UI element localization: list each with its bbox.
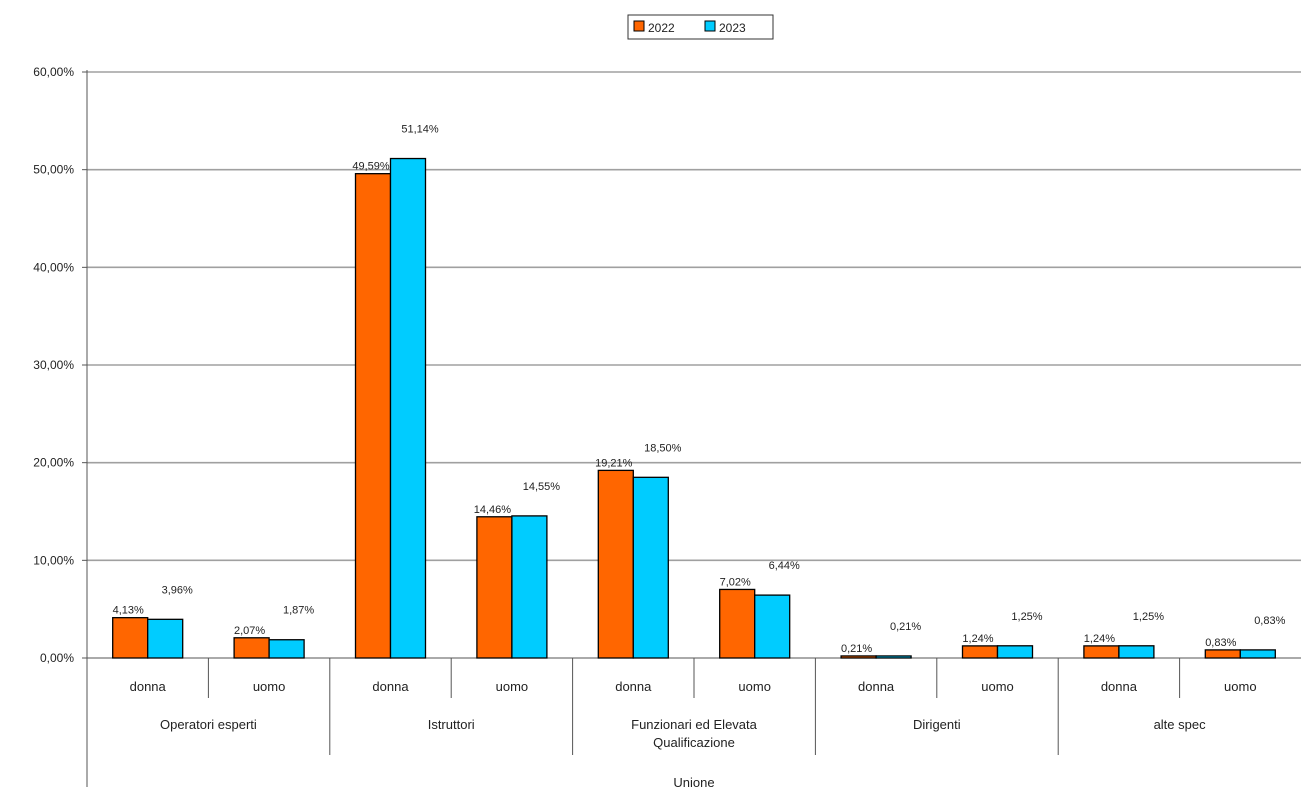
legend-swatch-2022: [633, 20, 645, 32]
bar-2023: [511, 515, 548, 659]
y-tick-label: 50,00%: [33, 163, 74, 177]
bar-2023: [632, 476, 669, 659]
data-label-2023: 6,44%: [769, 560, 800, 572]
data-label-2022: 49,59%: [352, 161, 390, 173]
gridlines: [87, 71, 1301, 562]
data-label-2023: 0,83%: [1254, 615, 1285, 627]
x-category-label: uomo: [253, 679, 286, 694]
bar-2023: [1239, 649, 1276, 659]
x-category-label: donna: [130, 679, 167, 694]
y-tick-label: 30,00%: [33, 358, 74, 372]
x-category-label: donna: [372, 679, 409, 694]
x-group-label: Funzionari ed Elevata: [631, 717, 758, 732]
x-group-label: Istruttori: [428, 717, 475, 732]
x-group-label: Dirigenti: [913, 717, 961, 732]
data-labels: 4,13% 3,96% 2,07% 1,87% 49,59% 51,14% 14,46% 14…: [113, 124, 1286, 655]
y-tick-label: 20,00%: [33, 456, 74, 470]
data-label-2023: 18,50%: [644, 442, 682, 454]
x-group-label: Qualificazione: [653, 735, 735, 750]
x-category-label: uomo: [738, 679, 771, 694]
bar-2023: [147, 618, 184, 659]
bars: [112, 157, 1276, 659]
bar-2023: [996, 645, 1034, 659]
x-group-label: alte spec: [1154, 717, 1207, 732]
category-axis: donna uomo donna uomo donna uomo donna uomo donn…: [130, 658, 1257, 787]
data-label-2022: 4,13%: [113, 605, 144, 617]
data-label-2023: 0,21%: [890, 621, 921, 633]
data-label-2023: 1,87%: [283, 605, 314, 617]
bar-2023: [268, 639, 305, 659]
data-label-2022: 19,21%: [595, 457, 633, 469]
bar-2022: [233, 637, 270, 659]
bar-2023: [1118, 645, 1155, 659]
x-category-label: uomo: [981, 679, 1014, 694]
bar-2022: [597, 469, 634, 659]
data-label-2023: 3,96%: [162, 584, 193, 596]
bar-2023: [389, 157, 427, 659]
data-label-2022: 2,07%: [234, 625, 265, 637]
x-category-label: uomo: [1224, 679, 1257, 694]
data-label-2022: 0,83%: [1205, 637, 1236, 649]
data-label-2023: 14,55%: [523, 481, 561, 493]
data-label-2022: 1,24%: [1084, 633, 1115, 645]
bar-2022: [840, 655, 877, 659]
y-tick-label: 60,00%: [33, 65, 74, 79]
y-tick-label: 10,00%: [33, 553, 74, 567]
legend-box: [627, 14, 774, 40]
legend-label-2022: 2022: [648, 21, 675, 35]
bar-2022: [1204, 649, 1241, 659]
bar-2022: [719, 588, 756, 659]
y-tick-label: 0,00%: [40, 651, 74, 665]
data-label-2023: 1,25%: [1133, 611, 1164, 623]
bar-2022: [476, 516, 513, 659]
x-top-group-label: Unione: [673, 775, 714, 787]
y-tick-label: 40,00%: [33, 260, 74, 274]
data-label-2022: 14,46%: [474, 504, 512, 516]
bar-2023: [875, 655, 912, 659]
data-label-2023: 1,25%: [1011, 611, 1042, 623]
bar-2023: [754, 594, 791, 659]
legend-swatch-2023: [704, 20, 716, 32]
x-category-label: uomo: [496, 679, 529, 694]
x-group-label: Operatori esperti: [160, 717, 257, 732]
data-label-2022: 0,21%: [841, 643, 872, 655]
bar-2022: [354, 173, 392, 659]
bar-2022: [112, 617, 149, 659]
x-category-label: donna: [858, 679, 895, 694]
legend-label-2023: 2023: [719, 21, 746, 35]
bar-2022: [961, 645, 999, 659]
x-category-label: donna: [1101, 679, 1138, 694]
data-label-2023: 51,14%: [401, 124, 439, 136]
data-label-2022: 1,24%: [962, 633, 993, 645]
legend: 2022 2023: [627, 14, 774, 40]
x-category-label: donna: [615, 679, 652, 694]
data-label-2022: 7,02%: [720, 576, 751, 588]
bar-2022: [1083, 645, 1120, 659]
